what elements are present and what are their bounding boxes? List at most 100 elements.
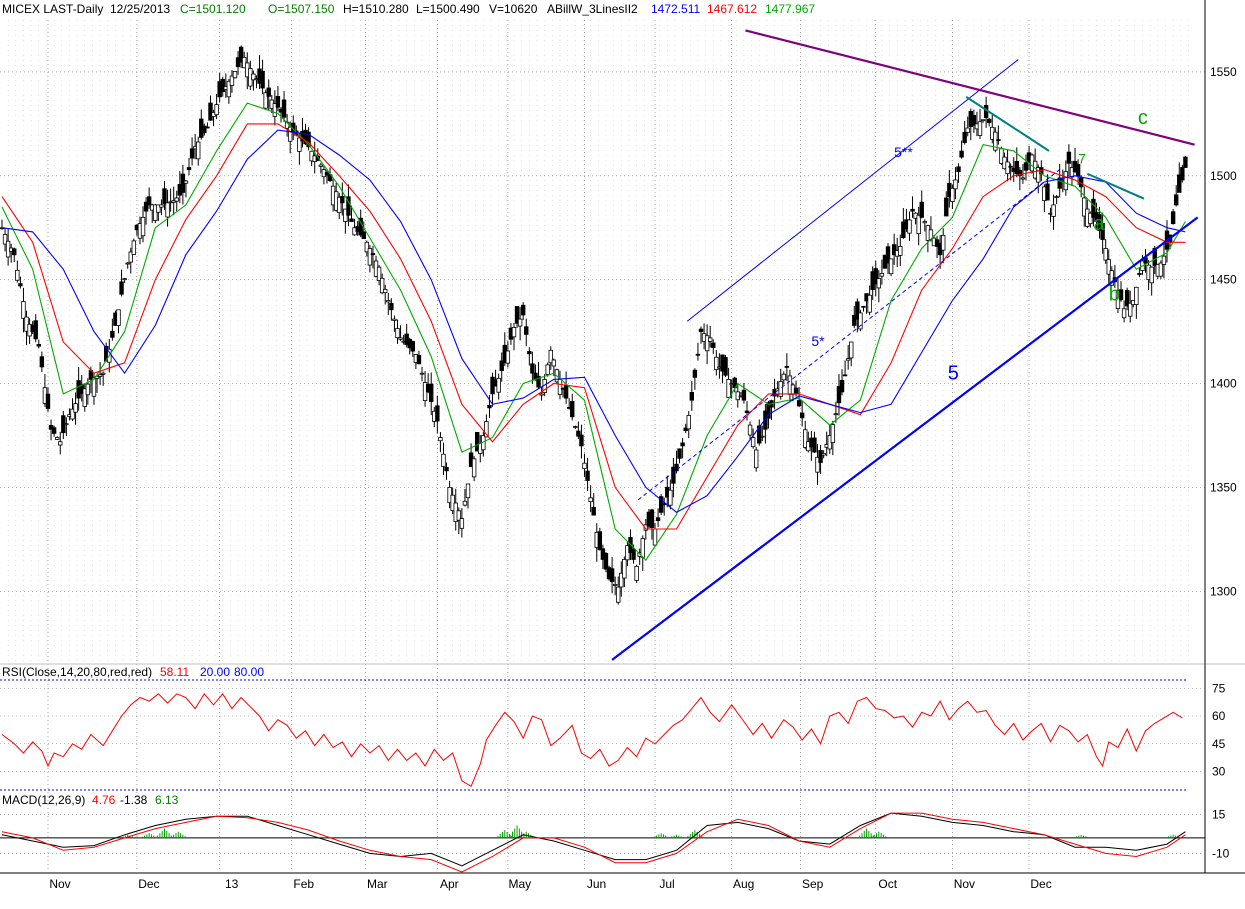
axes: Nov Dec 13 Feb Mar Apr May Jun Jul Aug Sep Oct Nov De… bbox=[49, 65, 1237, 891]
header-ind-v3: 1477.967 bbox=[765, 2, 815, 16]
candle-body bbox=[1082, 197, 1087, 217]
candle-body bbox=[33, 320, 38, 340]
candle-body bbox=[51, 427, 57, 434]
candle-body bbox=[953, 179, 958, 190]
x-tick-label: 13 bbox=[225, 877, 239, 891]
candle-body bbox=[959, 150, 964, 158]
header-high: H=1510.280 bbox=[343, 2, 409, 16]
x-tick-label: Mar bbox=[367, 877, 388, 891]
x-tick-label: Oct bbox=[878, 877, 897, 891]
candle-body bbox=[496, 377, 501, 393]
candle-body bbox=[582, 462, 587, 470]
candle-body bbox=[898, 246, 903, 256]
candle-body bbox=[527, 351, 532, 355]
x-tick-label: Aug bbox=[733, 877, 754, 891]
macd-tick-label: -10 bbox=[1212, 846, 1230, 860]
candle-body bbox=[376, 266, 382, 281]
candle-body bbox=[389, 302, 394, 311]
header-close: C=1501.120 bbox=[180, 2, 246, 16]
candle-body bbox=[588, 497, 593, 503]
x-tick-label: Feb bbox=[293, 877, 314, 891]
y-tick-label: 1400 bbox=[1210, 377, 1237, 391]
candle-body bbox=[398, 337, 403, 340]
candle-body bbox=[386, 300, 391, 303]
candle-body bbox=[1036, 167, 1041, 183]
annotation-label: b bbox=[1109, 283, 1120, 305]
candle-body bbox=[977, 121, 983, 136]
candle-body bbox=[579, 434, 584, 447]
candle-body bbox=[85, 383, 91, 396]
annotation-label: a bbox=[1093, 213, 1105, 235]
candle-body bbox=[263, 92, 268, 109]
candle-body bbox=[1118, 289, 1124, 301]
candle-body bbox=[845, 358, 851, 361]
candle-body bbox=[1183, 156, 1188, 168]
candle-body bbox=[524, 326, 529, 335]
candle-body bbox=[520, 304, 526, 316]
candle-body bbox=[616, 586, 621, 603]
candle-body bbox=[861, 305, 866, 308]
candle-body bbox=[747, 424, 753, 436]
candle-body bbox=[760, 435, 765, 438]
candle-body bbox=[441, 453, 446, 467]
candle-body bbox=[622, 559, 627, 579]
teal-trend-1 bbox=[965, 96, 1050, 152]
candle-body bbox=[229, 75, 235, 86]
candle-body bbox=[849, 341, 854, 359]
candle-body bbox=[346, 196, 351, 216]
candle-body bbox=[965, 127, 970, 133]
candle-body bbox=[45, 393, 51, 409]
candle-body bbox=[379, 277, 385, 294]
purple-trend bbox=[745, 29, 1195, 146]
candle-body bbox=[879, 273, 885, 277]
y-tick-label: 1550 bbox=[1210, 65, 1237, 79]
candle-body bbox=[536, 375, 541, 388]
candle-body bbox=[674, 463, 679, 472]
candle-body bbox=[186, 167, 192, 170]
candle-body bbox=[416, 355, 422, 365]
candle-body bbox=[131, 240, 137, 255]
candle-body bbox=[297, 137, 302, 152]
candle-body bbox=[214, 104, 219, 116]
candle-body bbox=[1091, 198, 1096, 218]
candle-body bbox=[591, 507, 596, 516]
annotation-label: 7 bbox=[1078, 150, 1086, 166]
candle-body bbox=[226, 80, 232, 98]
candle-body bbox=[619, 572, 624, 588]
candle-body bbox=[867, 294, 872, 313]
candle-body bbox=[1128, 302, 1133, 317]
blue-trend-5 bbox=[611, 216, 1199, 661]
candle-body bbox=[318, 164, 324, 167]
candle-body bbox=[818, 449, 823, 463]
candle-body bbox=[1017, 169, 1023, 177]
header-open: O=1507.150 bbox=[268, 2, 335, 16]
candle-body bbox=[689, 391, 695, 401]
candle-body bbox=[971, 115, 977, 126]
x-tick-label: Nov bbox=[954, 877, 975, 891]
blue-channel-upper bbox=[686, 59, 1019, 322]
candle-body bbox=[803, 429, 808, 448]
candle-body bbox=[1152, 247, 1157, 267]
candle-body bbox=[128, 251, 133, 263]
x-tick-label: May bbox=[509, 877, 532, 891]
y-tick-label: 1300 bbox=[1210, 584, 1237, 598]
candle-body bbox=[950, 187, 955, 203]
candle-body bbox=[692, 369, 698, 378]
macd-header-label: MACD(12,26,9) bbox=[2, 793, 85, 807]
candle-body bbox=[100, 372, 106, 375]
candle-body bbox=[852, 314, 857, 326]
candle-body bbox=[125, 262, 130, 265]
annotation-label: 5* bbox=[811, 333, 825, 349]
rsi-tick-label: 30 bbox=[1212, 765, 1226, 779]
y-tick-label: 1500 bbox=[1210, 169, 1237, 183]
rsi-tick-label: 60 bbox=[1212, 709, 1226, 723]
candle-body bbox=[652, 528, 658, 546]
header-ind-v1: 1472.511 bbox=[651, 2, 700, 16]
candle-body bbox=[563, 384, 569, 399]
annotation-label: c bbox=[1138, 107, 1148, 129]
candle-body bbox=[64, 423, 69, 426]
candle-body bbox=[456, 510, 462, 521]
rsi-tick-label: 75 bbox=[1212, 681, 1226, 695]
candle-body bbox=[671, 466, 676, 484]
